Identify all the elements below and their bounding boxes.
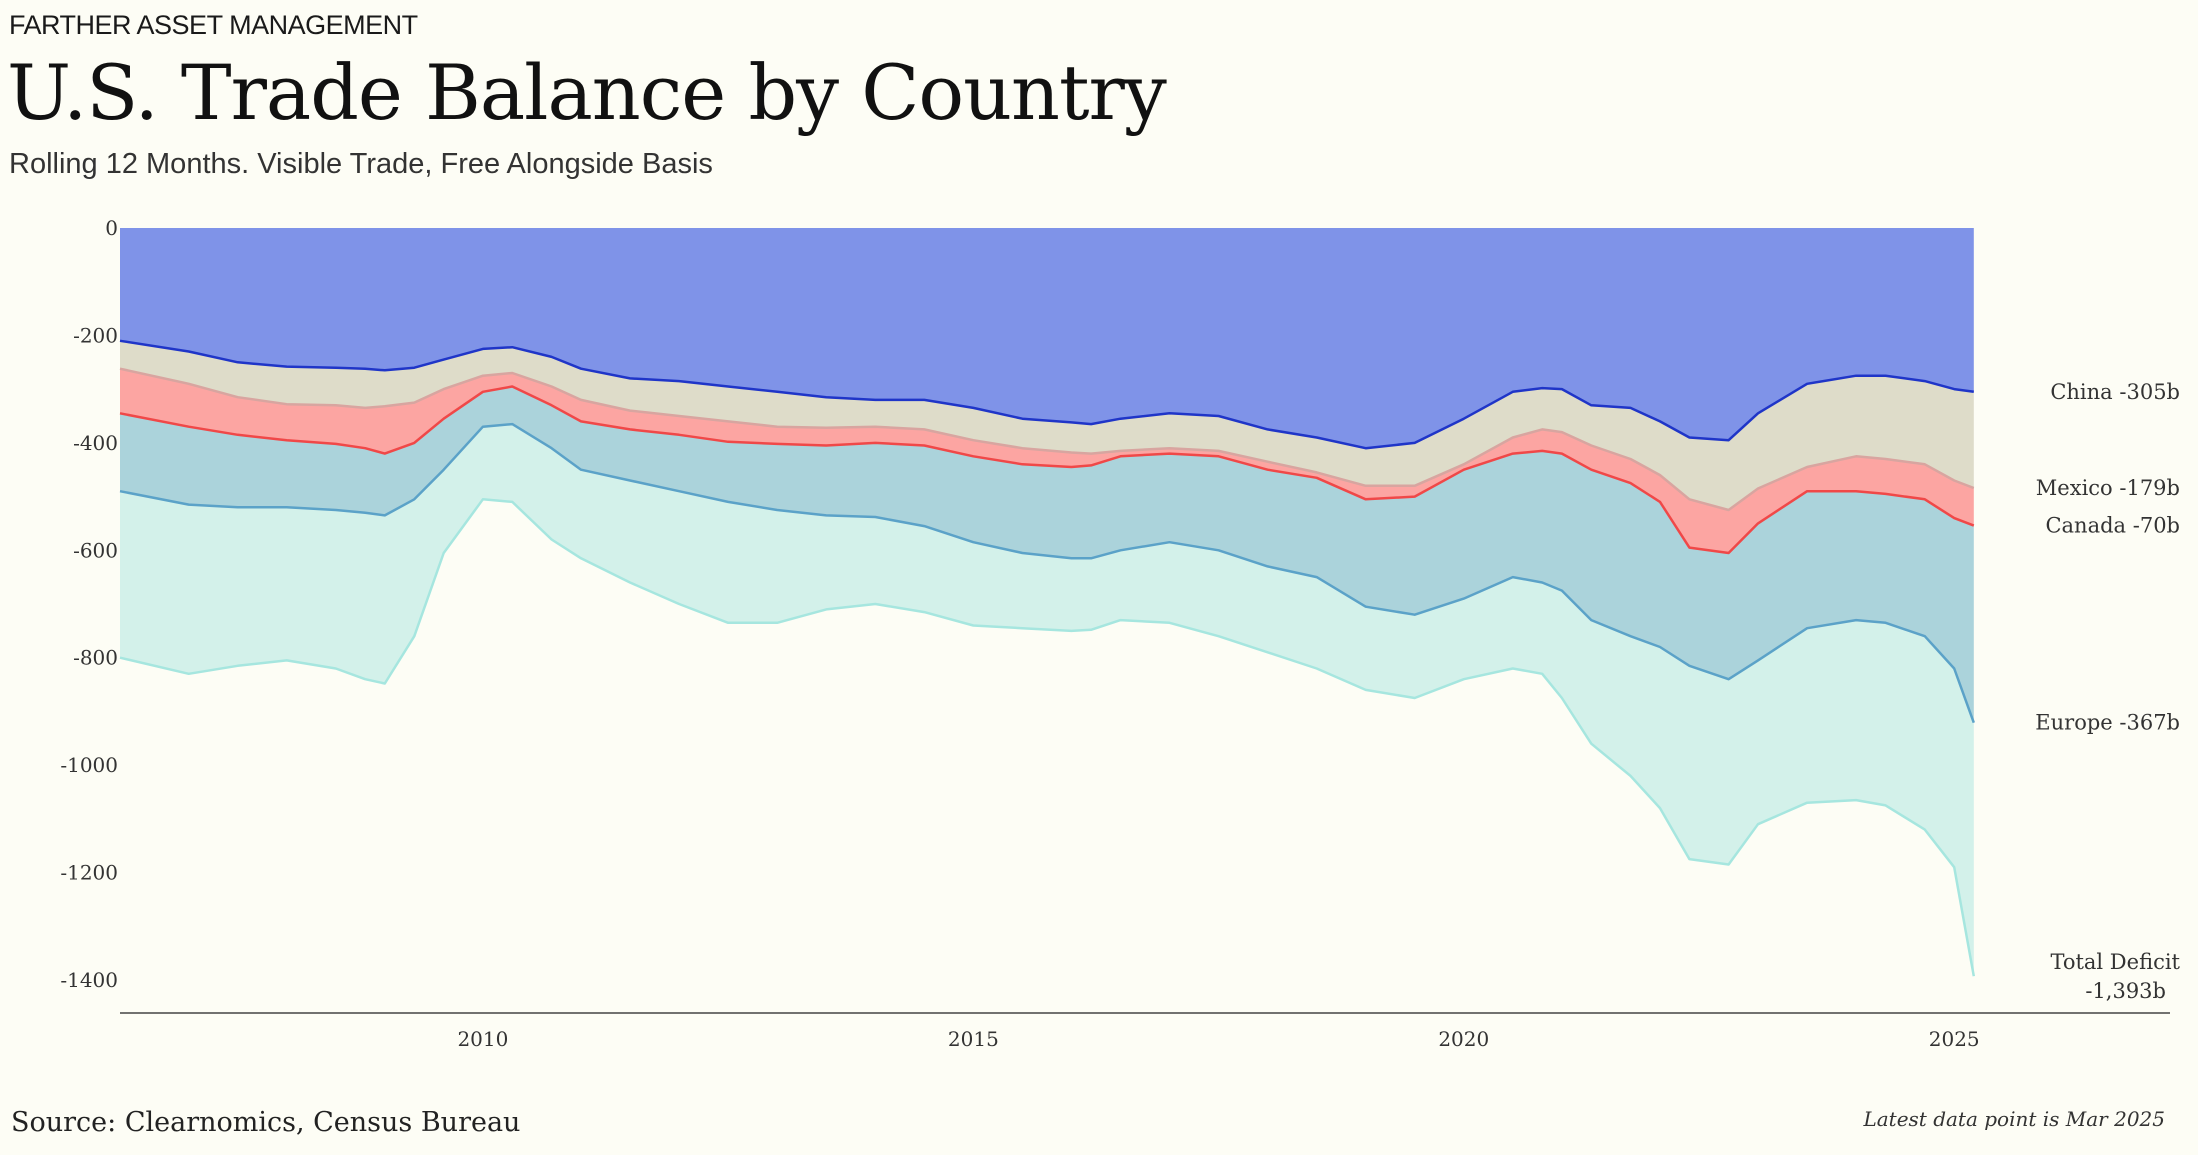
chart-subtitle: Rolling 12 Months. Visible Trade, Free A…	[9, 148, 713, 180]
line-europe	[119, 422, 1975, 724]
area-china	[120, 228, 1974, 449]
y-tick-label: -400	[73, 431, 118, 455]
end-label-europe: Europe -367b	[2035, 711, 2180, 735]
brand-name: FARTHER ASSET MANAGEMENT	[9, 10, 418, 40]
y-tick-label: -1400	[60, 968, 118, 992]
y-tick-label: -1000	[60, 753, 118, 777]
y-tick-label: 0	[105, 216, 118, 240]
source-note: Source: Clearnomics, Census Bureau	[11, 1107, 521, 1138]
end-labels: China -305b Mexico -179b Canada -70b Europe…	[2035, 380, 2180, 1003]
area-mexico	[120, 340, 1974, 510]
end-label-total-deficit: Total Deficit -1,393b	[2050, 950, 2180, 1003]
y-tick-label: -800	[73, 646, 118, 670]
line-total-deficit	[119, 498, 1976, 977]
y-tick-label: -600	[73, 538, 118, 562]
end-label-mexico: Mexico -179b	[2036, 476, 2180, 500]
end-label-china: China -305b	[2050, 380, 2180, 404]
y-tick-label: -200	[73, 323, 118, 347]
line-mexico	[119, 367, 1975, 512]
axes: 2010 2015 2020 2025 0 -200 -400 -600 -800 -1000 -1…	[60, 216, 2170, 1051]
y-tick-label: -1200	[60, 861, 118, 885]
chart-title: U.S. Trade Balance by Country	[7, 48, 1167, 137]
end-label-canada: Canada -70b	[2045, 514, 2180, 538]
x-tick-label: 2010	[457, 1027, 508, 1051]
latest-data-note: Latest data point is Mar 2025	[1863, 1107, 2165, 1131]
area-total-deficit	[120, 424, 1974, 977]
x-tick-label: 2015	[948, 1027, 999, 1051]
stacked-areas	[120, 228, 1974, 977]
line-china	[119, 339, 1974, 450]
series-lines	[119, 339, 1976, 977]
x-tick-label: 2025	[1929, 1027, 1980, 1051]
area-canada	[120, 368, 1974, 553]
line-canada	[119, 385, 1975, 555]
x-tick-label: 2020	[1438, 1027, 1489, 1051]
